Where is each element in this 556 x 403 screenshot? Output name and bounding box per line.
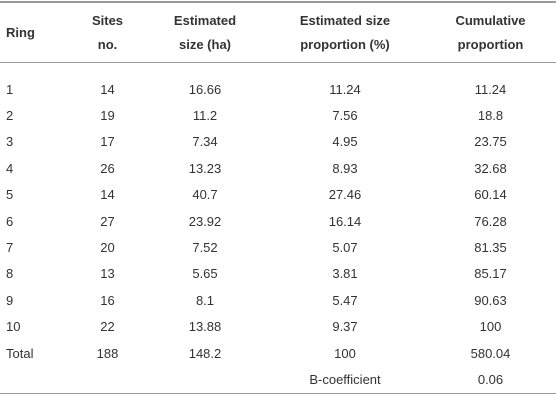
table-cell: 7 [6,240,14,256]
table-cell: 90.63 [474,292,507,308]
table-cell: 8.93 [332,160,358,176]
table-cell: 0.06 [477,371,504,387]
table-cell: 7.34 [192,134,218,150]
table-cell: 100 [334,345,356,361]
table-cell: 580.04 [470,345,511,361]
table-cell: 8 [6,266,14,282]
table-cell: 14 [100,187,115,203]
table-cell: 3 [6,134,14,150]
table-cell: 13 [100,266,115,282]
table-cell: 16 [100,292,115,308]
table-cell: 22 [100,319,115,335]
empty-cell [70,366,145,393]
table-cell: 20 [100,240,115,256]
table-cell: Total [6,345,34,361]
table-row: 8 13 5.65 3.81 85.17 [0,261,556,287]
header-text: Estimated size [299,12,391,28]
table-cell: 8.1 [195,292,215,308]
table-cell: 76.28 [474,213,507,229]
table-cell: 85.17 [474,266,507,282]
header-text: size (ha) [178,36,231,52]
table-cell: 5 [6,187,14,203]
table-header: Ring Sites no. Estimated size (ha) Estimated … [0,2,556,63]
table-cell: 13.23 [188,160,222,176]
table-cell: 5.65 [192,266,218,282]
table-cell: 23.75 [474,134,507,150]
table-row: 6 27 23.92 16.14 76.28 [0,208,556,234]
header-text: Estimated [173,12,237,28]
header-text: Ring [6,24,35,40]
table-cell: 26 [100,160,115,176]
header-text: proportion [457,36,524,52]
table-row: 9 16 8.1 5.47 90.63 [0,287,556,313]
header-text: no. [97,36,118,52]
table-row: 5 14 40.7 27.46 60.14 [0,182,556,208]
table-cell: 81.35 [474,240,507,256]
table-cell: 23.92 [188,213,222,229]
table-cell: 27.46 [328,187,362,203]
table-cell: 18.8 [477,108,504,124]
table-cell: 11.24 [474,81,507,97]
table-cell: 11.2 [192,108,218,124]
table-cell: 148.2 [188,345,222,361]
empty-cell [145,366,265,393]
table-cell: 16.14 [328,213,362,229]
table-cell: 17 [100,134,115,150]
table-cell: 7.56 [332,108,358,124]
table-cell: 19 [100,108,115,124]
table-cell: 9.37 [332,319,358,335]
table-cell: 11.24 [329,81,361,97]
header-text: Sites [91,12,124,28]
table-cell: 16.66 [188,81,222,97]
table-cell: 13.88 [188,319,222,335]
table-row: 10 22 13.88 9.37 100 [0,314,556,340]
table-cell: 6 [6,213,14,229]
table-cell: 9 [6,292,14,308]
header-text: proportion (%) [300,36,390,52]
header-cell: Estimated size (ha) [145,2,265,63]
table-row: 3 17 7.34 4.95 23.75 [0,129,556,155]
header-cell: Estimated size proportion (%) [265,2,425,63]
header-text: Cumulative [455,12,526,28]
table-cell: 5.07 [332,240,358,256]
empty-cell [0,366,70,393]
table-cell: 100 [479,319,502,335]
table-row: 4 26 13.23 8.93 32.68 [0,155,556,181]
table-row: 2 19 11.2 7.56 18.8 [0,102,556,128]
table-cell: B-coefficient [309,371,381,387]
header-cell: Ring [0,2,70,63]
table-cell: 14 [100,81,115,97]
data-table: Ring Sites no. Estimated size (ha) Estimated … [0,1,556,394]
table-row: Total 188 148.2 100 580.04 [0,340,556,366]
table-cell: 3.81 [332,266,358,282]
table-cell: 40.7 [192,187,218,203]
table-cell: 27 [100,213,115,229]
table-cell: 2 [6,108,14,124]
table-cell: 1 [6,81,14,97]
table-body: 1 14 16.66 11.24 11.24 2 19 11.2 7.56 18.8 3 17 7.34… [0,63,556,394]
table-cell: 7.52 [192,240,218,256]
header-cell: Cumulative proportion [425,2,556,63]
table-cell: 5.47 [332,292,358,308]
table-cell: 4.95 [332,134,358,150]
table-cell: 60.14 [474,187,507,203]
table-cell: 10 [6,319,21,335]
header-row: Ring Sites no. Estimated size (ha) Estimated … [0,2,556,63]
table-row: B-coefficient 0.06 [0,366,556,394]
table-cell: 4 [6,160,14,176]
header-cell: Sites no. [70,2,145,63]
table-row: 1 14 16.66 11.24 11.24 [0,63,556,103]
table-cell: 188 [96,345,119,361]
table-row: 7 20 7.52 5.07 81.35 [0,234,556,260]
table-cell: 32.68 [474,160,507,176]
